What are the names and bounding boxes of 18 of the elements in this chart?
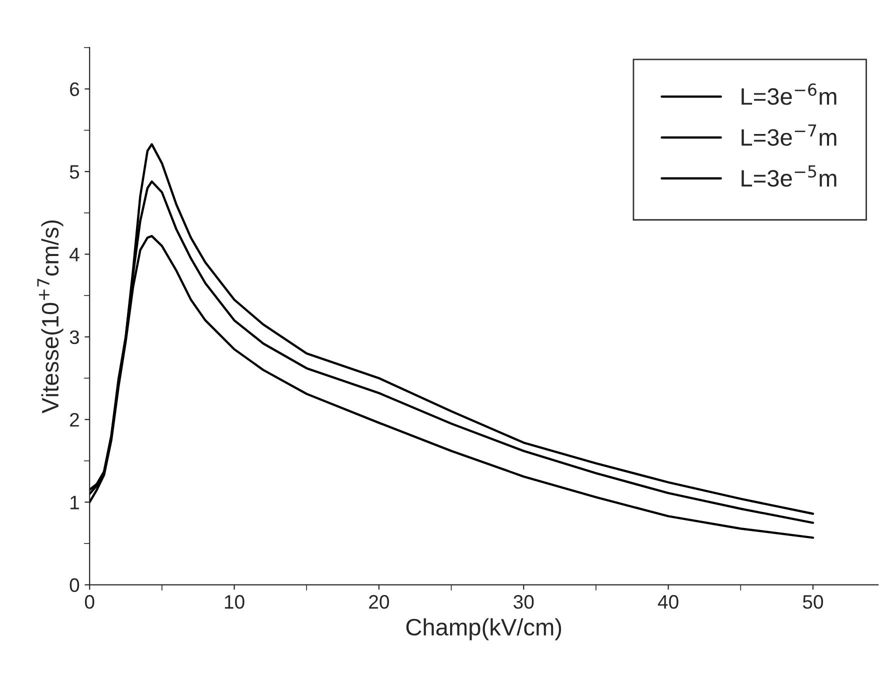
x-tick-label: 20 bbox=[369, 595, 390, 609]
x-tick-label: 40 bbox=[658, 595, 678, 609]
y-tick-label: 4 bbox=[70, 248, 80, 262]
x-tick-label: 50 bbox=[802, 595, 824, 609]
y-tick-label: 2 bbox=[70, 412, 79, 427]
y-tick-label: 5 bbox=[70, 165, 80, 179]
legend-label: L=3e$^{−6}$m bbox=[742, 83, 836, 105]
x-tick-label: 10 bbox=[224, 595, 244, 609]
x-axis-title: Champ(kV/cm) bbox=[406, 618, 562, 640]
legend-label: L=3e$^{−5}$m bbox=[742, 165, 836, 187]
y-tick-label: 1 bbox=[70, 496, 79, 510]
y-tick-label: 6 bbox=[70, 82, 80, 96]
y-tick-label: 0 bbox=[70, 578, 80, 592]
y-axis-title: Vitesse(10$^{+7}$cm/s) bbox=[37, 220, 64, 414]
legend-label: L=3e$^{−7}$m bbox=[742, 124, 836, 146]
x-tick-label: 0 bbox=[84, 595, 94, 609]
y-tick-label: 3 bbox=[70, 330, 80, 344]
x-tick-label: 30 bbox=[514, 595, 534, 609]
